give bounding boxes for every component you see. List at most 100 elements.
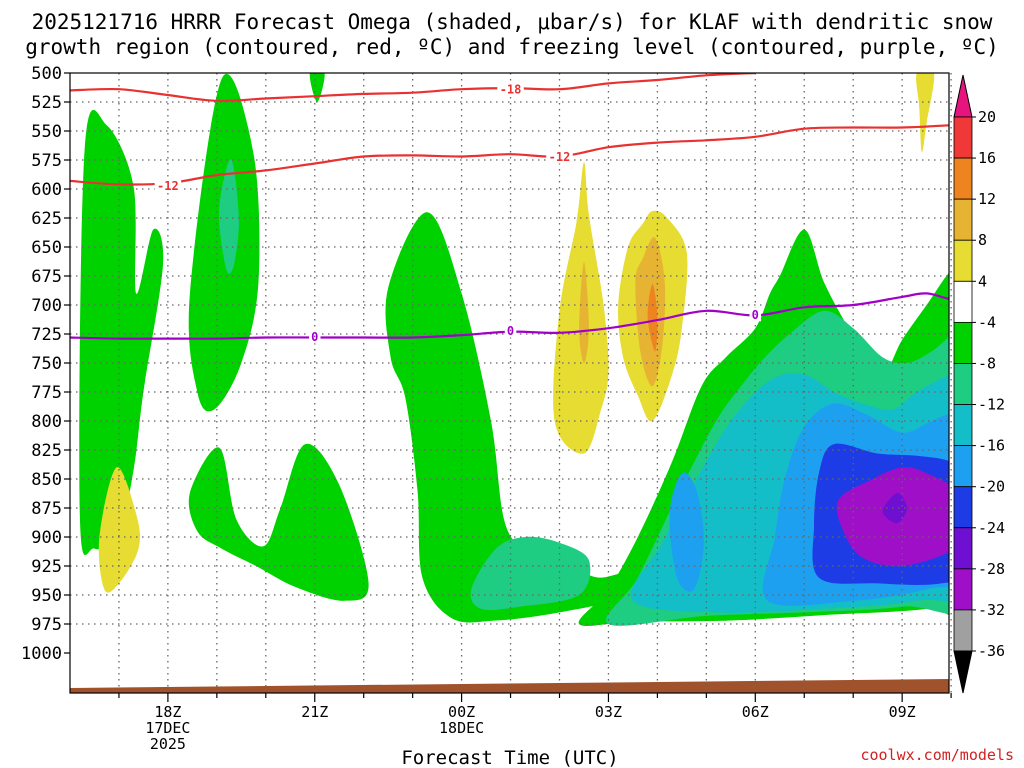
contour-label-freezing-level-1: 0 [507, 324, 514, 338]
colorbar-bin--24--20 [953, 486, 973, 529]
contour-dgz-minus18 [70, 73, 756, 103]
colorbar-bin--12--8 [953, 363, 973, 405]
contour-label-freezing-level-2: 0 [752, 308, 759, 322]
colorbar-bin--28--24 [953, 527, 973, 570]
colorbar-over-arrow [953, 74, 973, 118]
omega-region-gold-02z-core [579, 262, 589, 363]
y-tick-label-925: 925 [31, 557, 62, 577]
colorbar-tick-label-20: 20 [978, 108, 996, 126]
x-tick-label-18-2: 2025 [150, 735, 186, 753]
y-tick-label-675: 675 [31, 267, 62, 287]
colorbar: 20 16 12 8 4 -4 -8 -12 -16 -20 -24 -28 -32 -36 [953, 74, 1005, 694]
colorbar-tick-label-8: 8 [978, 231, 987, 249]
contour-dgz-minus12 [70, 124, 949, 186]
gridlines [70, 73, 952, 693]
omega-shading-layer [79, 73, 949, 627]
pressure-axis: 500 525 550 575 600 625 650 675 700 725 750 775 800 8… [21, 64, 70, 664]
colorbar-tick-label--4: -4 [978, 313, 996, 331]
colorbar-tick-label--12: -12 [978, 396, 1005, 414]
contour-label-bg [309, 329, 321, 344]
contour-label-bg [504, 323, 517, 338]
colorbar-bin--8--4 [953, 321, 973, 364]
colorbar-bin-16-20 [953, 116, 973, 159]
x-tick-label-18-1: 17DEC [145, 719, 190, 737]
omega-region-green-center-column [385, 212, 640, 623]
colorbar-bin-4-8 [953, 239, 973, 282]
contour-layer [70, 73, 949, 340]
y-tick-label-650: 650 [31, 238, 62, 258]
plot-frame [69, 72, 950, 694]
colorbar-tick-label--32: -32 [978, 601, 1005, 619]
y-tick-label-625: 625 [31, 209, 62, 229]
terrain-ground-layer [70, 679, 949, 693]
omega-region-green-18z-column [79, 109, 164, 556]
colorbar-bin-8-12 [953, 198, 973, 241]
y-tick-label-550: 550 [31, 122, 62, 142]
x-tick-label-24-0: 00Z [448, 703, 475, 721]
omega-region-green-top-sliver [309, 73, 325, 102]
x-tick-label-18-0: 18Z [154, 703, 181, 721]
contour-label-dgz-minus18-0: -18 [500, 83, 522, 97]
x-tick-label-27-0: 03Z [595, 703, 622, 721]
colorbar-tick-label-16: 16 [978, 149, 996, 167]
omega-region-teal-00z-low [470, 536, 591, 611]
x-tick-label-33-0: 09Z [889, 703, 916, 721]
y-tick-label-875: 875 [31, 499, 62, 519]
colorbar-tick-label--36: -36 [978, 642, 1005, 660]
contour-labels: -18 -12 -12 0 0 0 [154, 82, 762, 344]
y-tick-label-750: 750 [31, 354, 62, 374]
contour-label-bg [497, 82, 524, 97]
contour-label-freezing-level-0: 0 [311, 330, 318, 344]
colorbar-bin--16--12 [953, 404, 973, 447]
x-axis-label: Forecast Time (UTC) [401, 747, 618, 768]
omega-region-green-teal-core-19z [219, 159, 239, 274]
y-tick-label-600: 600 [31, 180, 62, 200]
colorbar-tick-label--16: -16 [978, 437, 1005, 455]
colorbar-tick-label--24: -24 [978, 519, 1005, 537]
y-tick-label-850: 850 [31, 470, 62, 490]
y-tick-label-1000: 1000 [21, 644, 62, 664]
y-tick-label-575: 575 [31, 151, 62, 171]
omega-region-green-lower-left [188, 443, 369, 601]
omega-region-yellow-09z-top [916, 73, 935, 152]
colorbar-under-arrow [953, 650, 973, 694]
contour-label-bg [546, 149, 573, 164]
colorbar-tick-label--8: -8 [978, 354, 996, 372]
colorbar-tick-label-4: 4 [978, 272, 987, 290]
x-tick-label-21-0: 21Z [301, 703, 328, 721]
y-tick-label-500: 500 [31, 64, 62, 84]
colorbar-tick-label--28: -28 [978, 560, 1005, 578]
contour-label-dgz-minus12-1: -12 [157, 179, 179, 193]
y-tick-label-950: 950 [31, 586, 62, 606]
x-tick-label-24-1: 18DEC [439, 719, 484, 737]
contour-label-dgz-minus12-0: -12 [549, 150, 571, 164]
y-tick-label-525: 525 [31, 93, 62, 113]
omega-region-blue-03z-blob [669, 472, 704, 592]
colorbar-bin--36--32 [953, 609, 973, 652]
colorbar-bin--32--28 [953, 568, 973, 611]
contour-freezing-level [70, 292, 949, 340]
y-tick-label-900: 900 [31, 528, 62, 548]
omega-region-orange-04z-core [647, 284, 658, 352]
chart-title-line-2: growth region (contoured, red, ºC) and f… [25, 35, 999, 59]
colorbar-tick-label--20: -20 [978, 478, 1005, 496]
y-tick-label-700: 700 [31, 296, 62, 316]
omega-region-violet-core [882, 492, 907, 524]
contour-label-bg [154, 178, 182, 193]
contour-label-bg [749, 307, 762, 322]
y-tick-label-775: 775 [31, 383, 62, 403]
y-tick-label-825: 825 [31, 441, 62, 461]
chart-title: 2025121716 HRRR Forecast Omega (shaded, … [25, 10, 999, 59]
colorbar-tick-label-12: 12 [978, 190, 996, 208]
colorbar-bin--20--16 [953, 445, 973, 488]
y-tick-label-975: 975 [31, 615, 62, 635]
credit-link[interactable]: coolwx.com/models [860, 746, 1014, 764]
chart-title-line-1: 2025121716 HRRR Forecast Omega (shaded, … [32, 10, 993, 34]
colorbar-bin-12-16 [953, 157, 973, 200]
colorbar-bin--4-4 [953, 280, 973, 323]
y-tick-label-800: 800 [31, 412, 62, 432]
terrain-strip [70, 679, 949, 693]
x-tick-label-30-0: 06Z [742, 703, 769, 721]
